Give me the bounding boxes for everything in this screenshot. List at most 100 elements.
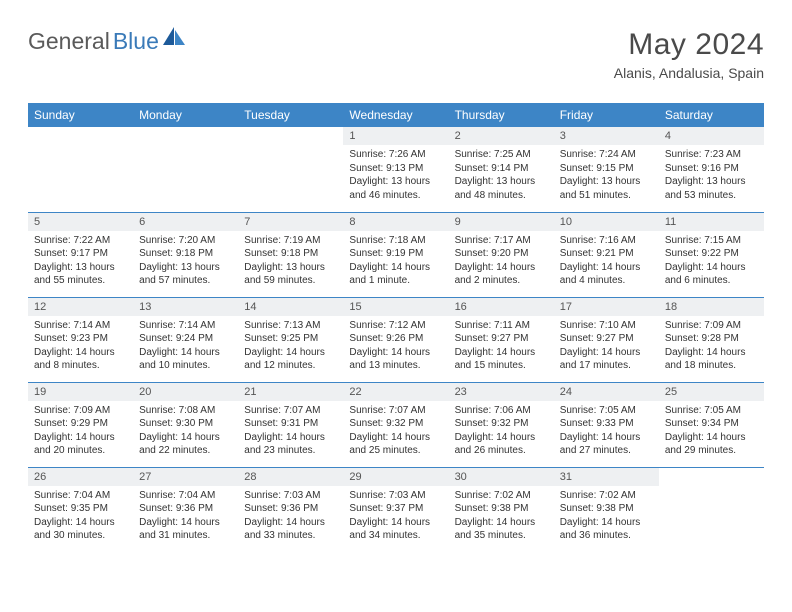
day-number: 7: [238, 213, 343, 231]
weekday-sunday: Sunday: [28, 103, 133, 127]
title-block: May 2024 Alanis, Andalusia, Spain: [614, 28, 764, 81]
weekday-monday: Monday: [133, 103, 238, 127]
day-info: Sunrise: 7:18 AMSunset: 9:19 PMDaylight:…: [343, 231, 448, 288]
day-number: 22: [343, 383, 448, 401]
day-cell: 15Sunrise: 7:12 AMSunset: 9:26 PMDayligh…: [343, 297, 448, 382]
day-line-dl1: Daylight: 14 hours: [349, 261, 442, 275]
day-line-dl2: and 34 minutes.: [349, 529, 442, 543]
day-line-dl1: Daylight: 13 hours: [244, 261, 337, 275]
day-line-ss: Sunset: 9:32 PM: [349, 417, 442, 431]
day-number: 16: [449, 298, 554, 316]
day-info: Sunrise: 7:03 AMSunset: 9:36 PMDaylight:…: [238, 486, 343, 543]
day-info: Sunrise: 7:11 AMSunset: 9:27 PMDaylight:…: [449, 316, 554, 373]
day-info: Sunrise: 7:04 AMSunset: 9:36 PMDaylight:…: [133, 486, 238, 543]
day-line-ss: Sunset: 9:18 PM: [244, 247, 337, 261]
day-info: Sunrise: 7:24 AMSunset: 9:15 PMDaylight:…: [554, 145, 659, 202]
day-line-dl1: Daylight: 14 hours: [34, 346, 127, 360]
day-cell: 19Sunrise: 7:09 AMSunset: 9:29 PMDayligh…: [28, 382, 133, 467]
day-info: Sunrise: 7:07 AMSunset: 9:32 PMDaylight:…: [343, 401, 448, 458]
day-number: 25: [659, 383, 764, 401]
day-line-dl2: and 22 minutes.: [139, 444, 232, 458]
day-info: Sunrise: 7:09 AMSunset: 9:29 PMDaylight:…: [28, 401, 133, 458]
day-cell: [28, 127, 133, 212]
day-cell: 17Sunrise: 7:10 AMSunset: 9:27 PMDayligh…: [554, 297, 659, 382]
day-line-dl2: and 55 minutes.: [34, 274, 127, 288]
day-line-sr: Sunrise: 7:02 AM: [560, 489, 653, 503]
weekday-wednesday: Wednesday: [343, 103, 448, 127]
day-info: Sunrise: 7:05 AMSunset: 9:33 PMDaylight:…: [554, 401, 659, 458]
day-cell: 27Sunrise: 7:04 AMSunset: 9:36 PMDayligh…: [133, 467, 238, 552]
day-line-ss: Sunset: 9:34 PM: [665, 417, 758, 431]
day-line-dl2: and 36 minutes.: [560, 529, 653, 543]
day-info: Sunrise: 7:15 AMSunset: 9:22 PMDaylight:…: [659, 231, 764, 288]
day-number: 20: [133, 383, 238, 401]
day-number: 27: [133, 468, 238, 486]
day-line-sr: Sunrise: 7:05 AM: [560, 404, 653, 418]
day-line-dl1: Daylight: 13 hours: [560, 175, 653, 189]
day-cell: 12Sunrise: 7:14 AMSunset: 9:23 PMDayligh…: [28, 297, 133, 382]
day-cell: 20Sunrise: 7:08 AMSunset: 9:30 PMDayligh…: [133, 382, 238, 467]
day-number: 8: [343, 213, 448, 231]
day-number: 6: [133, 213, 238, 231]
day-line-dl2: and 10 minutes.: [139, 359, 232, 373]
day-cell: 5Sunrise: 7:22 AMSunset: 9:17 PMDaylight…: [28, 212, 133, 297]
day-cell: 28Sunrise: 7:03 AMSunset: 9:36 PMDayligh…: [238, 467, 343, 552]
day-line-sr: Sunrise: 7:04 AM: [34, 489, 127, 503]
month-title: May 2024: [614, 28, 764, 62]
day-line-dl2: and 20 minutes.: [34, 444, 127, 458]
day-line-dl1: Daylight: 13 hours: [34, 261, 127, 275]
logo: GeneralBlue: [28, 28, 185, 55]
day-line-sr: Sunrise: 7:04 AM: [139, 489, 232, 503]
day-info: Sunrise: 7:06 AMSunset: 9:32 PMDaylight:…: [449, 401, 554, 458]
day-number: 30: [449, 468, 554, 486]
day-number: 5: [28, 213, 133, 231]
day-number: 10: [554, 213, 659, 231]
day-line-sr: Sunrise: 7:14 AM: [34, 319, 127, 333]
day-line-dl1: Daylight: 14 hours: [349, 431, 442, 445]
day-line-sr: Sunrise: 7:09 AM: [665, 319, 758, 333]
day-line-sr: Sunrise: 7:03 AM: [244, 489, 337, 503]
day-info: Sunrise: 7:16 AMSunset: 9:21 PMDaylight:…: [554, 231, 659, 288]
logo-text-a: General: [28, 28, 110, 55]
day-line-sr: Sunrise: 7:14 AM: [139, 319, 232, 333]
day-info: Sunrise: 7:04 AMSunset: 9:35 PMDaylight:…: [28, 486, 133, 543]
day-line-sr: Sunrise: 7:17 AM: [455, 234, 548, 248]
day-line-sr: Sunrise: 7:18 AM: [349, 234, 442, 248]
day-line-dl2: and 48 minutes.: [455, 189, 548, 203]
day-line-ss: Sunset: 9:33 PM: [560, 417, 653, 431]
day-line-sr: Sunrise: 7:24 AM: [560, 148, 653, 162]
day-line-dl1: Daylight: 14 hours: [560, 261, 653, 275]
day-line-ss: Sunset: 9:21 PM: [560, 247, 653, 261]
day-line-dl1: Daylight: 14 hours: [244, 431, 337, 445]
day-line-dl2: and 31 minutes.: [139, 529, 232, 543]
day-info: Sunrise: 7:25 AMSunset: 9:14 PMDaylight:…: [449, 145, 554, 202]
day-info: Sunrise: 7:23 AMSunset: 9:16 PMDaylight:…: [659, 145, 764, 202]
day-line-dl1: Daylight: 14 hours: [455, 431, 548, 445]
day-line-sr: Sunrise: 7:06 AM: [455, 404, 548, 418]
weekday-saturday: Saturday: [659, 103, 764, 127]
day-line-ss: Sunset: 9:28 PM: [665, 332, 758, 346]
day-line-dl1: Daylight: 14 hours: [455, 261, 548, 275]
day-line-dl1: Daylight: 14 hours: [455, 346, 548, 360]
day-line-dl1: Daylight: 14 hours: [665, 431, 758, 445]
day-line-dl2: and 15 minutes.: [455, 359, 548, 373]
day-line-sr: Sunrise: 7:02 AM: [455, 489, 548, 503]
day-line-sr: Sunrise: 7:20 AM: [139, 234, 232, 248]
day-line-dl2: and 29 minutes.: [665, 444, 758, 458]
day-number: 3: [554, 127, 659, 145]
day-line-dl2: and 4 minutes.: [560, 274, 653, 288]
day-line-ss: Sunset: 9:38 PM: [560, 502, 653, 516]
day-line-dl1: Daylight: 14 hours: [560, 346, 653, 360]
day-line-ss: Sunset: 9:15 PM: [560, 162, 653, 176]
day-line-ss: Sunset: 9:38 PM: [455, 502, 548, 516]
day-line-ss: Sunset: 9:32 PM: [455, 417, 548, 431]
day-info: Sunrise: 7:10 AMSunset: 9:27 PMDaylight:…: [554, 316, 659, 373]
day-line-ss: Sunset: 9:37 PM: [349, 502, 442, 516]
day-line-sr: Sunrise: 7:08 AM: [139, 404, 232, 418]
header: GeneralBlue May 2024 Alanis, Andalusia, …: [28, 28, 764, 81]
day-line-dl1: Daylight: 14 hours: [349, 346, 442, 360]
day-info: Sunrise: 7:02 AMSunset: 9:38 PMDaylight:…: [449, 486, 554, 543]
day-line-dl1: Daylight: 14 hours: [244, 346, 337, 360]
day-line-ss: Sunset: 9:36 PM: [244, 502, 337, 516]
day-line-sr: Sunrise: 7:23 AM: [665, 148, 758, 162]
